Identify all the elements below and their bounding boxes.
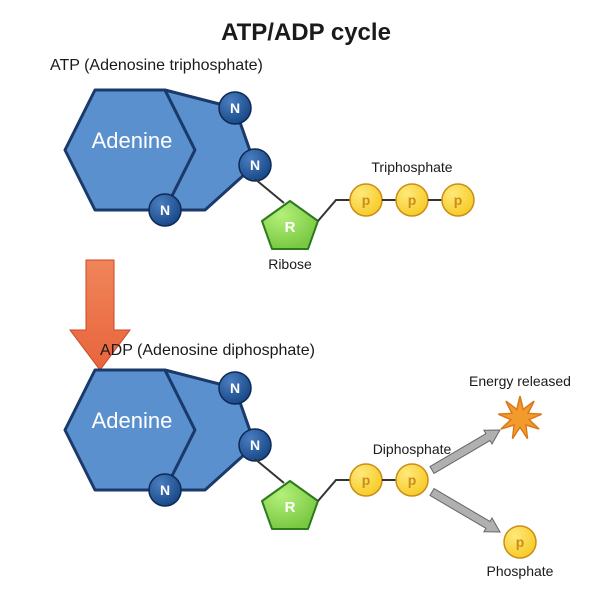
n-label: N [250,437,260,453]
atp-molecule: ATP (Adenosine triphosphate) N N N Adenine R R… [50,57,474,272]
n-label: N [230,380,240,396]
p-label: p [516,534,525,550]
bond-connector [255,179,284,203]
bond-connector [318,200,350,221]
adenine-text: Adenine [92,408,173,433]
adp-label: ADP (Adenosine diphosphate) [100,342,315,359]
p-label: p [362,472,371,488]
p-label: p [408,472,417,488]
p-label: p [408,192,417,208]
p-label: p [362,192,371,208]
diagram-title: ATP/ADP cycle [221,19,391,46]
n-label: N [160,482,170,498]
adp-molecule: ADP (Adenosine diphosphate) N N N Adenine Rp p… [65,342,452,529]
ribose-label: Ribose [268,256,312,272]
products: Energy released p Phosphate [430,373,571,579]
free-phosphate-label: Phosphate [487,563,554,579]
energy-starburst [498,396,541,439]
n-label: N [250,157,260,173]
adenine-text: Adenine [92,128,173,153]
bond-connector [318,480,350,501]
bond-connector [255,459,284,483]
triphosphate-label: Triphosphate [371,159,452,175]
n-label: N [160,202,170,218]
n-label: N [230,100,240,116]
energy-released-label: Energy released [469,373,571,389]
product-arrow [430,489,500,532]
r-label: R [285,219,296,236]
atp-label: ATP (Adenosine triphosphate) [50,57,263,74]
diphosphate-label: Diphosphate [373,441,452,457]
r-label: R [285,499,296,516]
p-label: p [454,192,463,208]
